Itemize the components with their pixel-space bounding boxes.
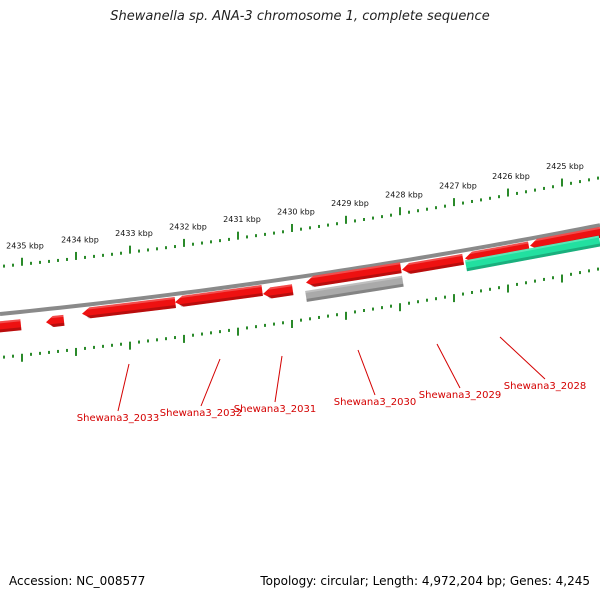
- scale-label: 2433 kbp: [115, 229, 153, 238]
- map-title: Shewanella sp. ANA-3 chromosome 1, compl…: [110, 9, 490, 24]
- gene-feature-layer: [0, 226, 600, 333]
- gene-leader-line: [499, 336, 546, 380]
- scale-label: 2432 kbp: [169, 222, 207, 231]
- scale-label: 2428 kbp: [385, 191, 423, 200]
- gene-label[interactable]: Shewana3_2031: [234, 404, 316, 415]
- gene-label[interactable]: Shewana3_2032: [160, 408, 242, 419]
- scale-label: 2425 kbp: [546, 162, 584, 171]
- accession-text: Accession: NC_008577: [9, 574, 146, 588]
- scale-label: 2429 kbp: [331, 199, 369, 208]
- scale-label: 2427 kbp: [439, 181, 477, 190]
- scale-label: 2430 kbp: [277, 207, 315, 216]
- scale-label: 2434 kbp: [61, 235, 99, 244]
- gene-feature[interactable]: [174, 285, 263, 308]
- scale-label-layer: 2435 kbp 2434 kbp 2433 kbp 2432 kbp 2431 kbp…: [6, 162, 584, 250]
- gene-leader-line: [274, 355, 283, 403]
- gene-leader-line: [200, 358, 221, 407]
- gene-leader-line: [117, 363, 130, 412]
- chromosome-backbone-line: [0, 223, 600, 316]
- pseudogene-feature[interactable]: [305, 275, 404, 302]
- gene-leader-line: [357, 349, 376, 396]
- rna-gene-feature[interactable]: [464, 235, 600, 272]
- gene-feature[interactable]: [45, 314, 65, 328]
- gene-label[interactable]: Shewana3_2028: [504, 381, 586, 392]
- gene-label[interactable]: Shewana3_2029: [419, 390, 501, 401]
- scale-label: 2431 kbp: [223, 215, 261, 224]
- scale-label: 2435 kbp: [6, 241, 44, 250]
- gene-label[interactable]: Shewana3_2030: [334, 397, 416, 408]
- gene-feature[interactable]: [0, 319, 22, 333]
- gene-feature[interactable]: [401, 253, 465, 275]
- gene-feature[interactable]: [305, 262, 402, 288]
- gene-label[interactable]: Shewana3_2033: [77, 413, 159, 424]
- lower-tick-track: [3, 267, 599, 362]
- scale-label: 2426 kbp: [492, 172, 530, 181]
- chromosome-backbone: [0, 223, 600, 316]
- topology-text: Topology: circular; Length: 4,972,204 bp…: [260, 574, 590, 588]
- gene-leader-line: [436, 343, 461, 389]
- gene-feature[interactable]: [81, 297, 176, 319]
- upper-tick-track: [3, 176, 599, 268]
- gene-feature[interactable]: [262, 284, 294, 299]
